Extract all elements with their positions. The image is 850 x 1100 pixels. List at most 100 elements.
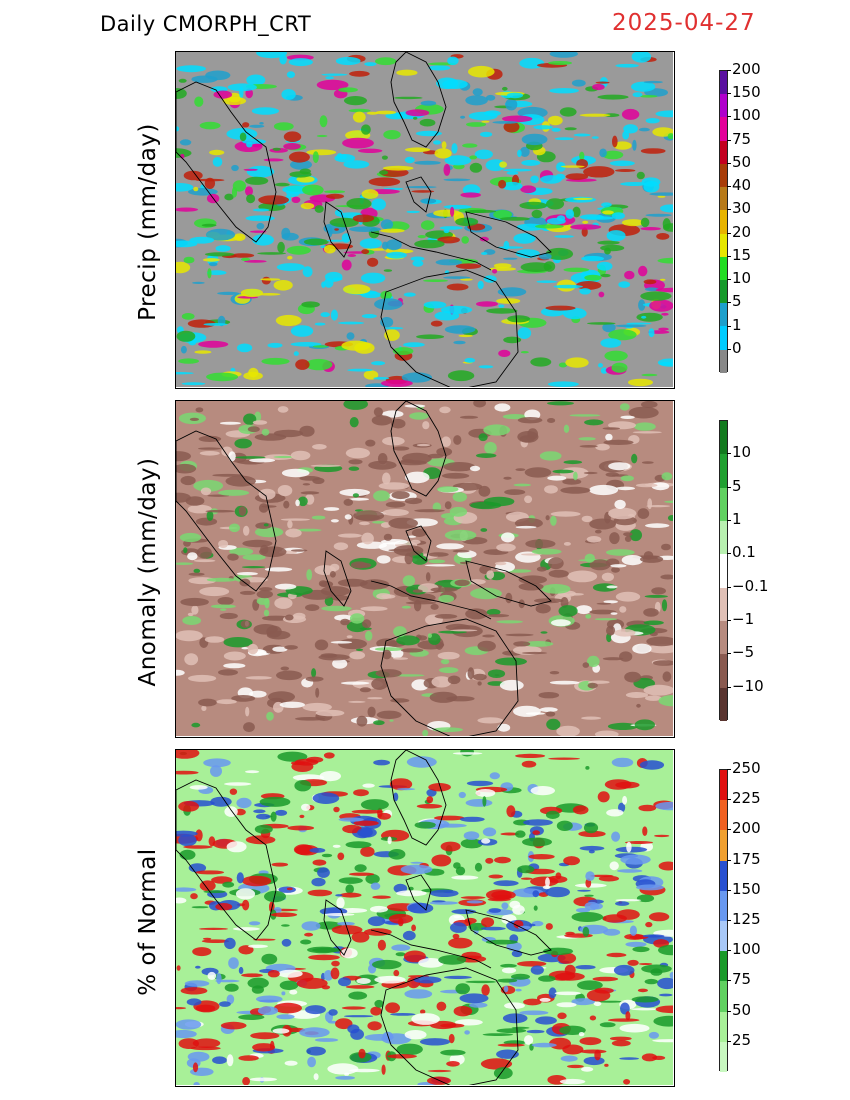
field-blob <box>374 999 384 1008</box>
field-blob <box>606 952 627 958</box>
field-blob <box>476 301 498 307</box>
field-blob <box>381 594 396 599</box>
field-blob <box>230 253 255 258</box>
field-blob <box>641 964 672 974</box>
field-blob <box>599 1022 616 1028</box>
field-blob <box>176 1029 197 1039</box>
coastline <box>323 201 352 258</box>
field-blob <box>239 590 256 595</box>
field-blob <box>277 485 293 497</box>
field-blob <box>212 157 223 167</box>
field-blob <box>545 711 556 717</box>
field-blob <box>285 528 302 538</box>
field-blob <box>660 204 673 213</box>
coastline <box>465 909 552 956</box>
coastline <box>323 550 352 607</box>
field-blob <box>499 217 530 221</box>
field-blob <box>377 807 383 818</box>
field-blob <box>367 916 386 927</box>
colorbar-tick-label: 200 <box>732 60 761 78</box>
field-blob <box>259 796 291 807</box>
field-blob <box>624 671 641 683</box>
field-blob <box>646 505 671 508</box>
coastline <box>176 430 277 592</box>
field-blob <box>187 319 216 328</box>
field-blob <box>563 460 583 465</box>
field-blob <box>245 186 253 197</box>
field-blob <box>458 334 473 338</box>
field-blob <box>631 453 638 464</box>
field-blob <box>640 555 664 563</box>
field-blob <box>321 605 352 612</box>
field-blob <box>236 797 252 809</box>
field-blob <box>176 562 193 565</box>
field-blob <box>515 525 537 529</box>
field-blob <box>203 758 231 768</box>
field-blob <box>439 406 451 414</box>
field-blob <box>602 322 616 333</box>
field-blob <box>586 536 602 543</box>
field-blob <box>305 1005 326 1015</box>
field-blob <box>238 945 254 955</box>
field-blob <box>381 155 388 160</box>
field-blob <box>376 710 402 719</box>
field-blob <box>462 143 478 148</box>
field-blob <box>350 561 368 569</box>
field-blob <box>481 838 491 844</box>
field-blob <box>579 445 598 448</box>
field-blob <box>521 760 537 768</box>
field-blob <box>296 977 328 989</box>
field-blob <box>579 113 611 117</box>
field-blob <box>545 810 560 819</box>
field-blob <box>321 853 333 858</box>
field-blob <box>498 179 507 189</box>
field-blob <box>341 340 371 351</box>
field-blob <box>241 647 249 650</box>
field-blob <box>520 185 537 194</box>
field-blob <box>498 349 511 357</box>
field-blob <box>638 804 657 812</box>
colorbar-tick <box>727 162 731 164</box>
field-blob <box>436 543 464 550</box>
colorbar-tick-label: −1 <box>732 610 755 628</box>
field-blob <box>371 678 388 690</box>
field-blob <box>335 1018 353 1030</box>
field-blob <box>256 995 283 1003</box>
field-blob <box>405 109 430 117</box>
field-blob <box>393 792 399 802</box>
field-blob <box>357 827 377 838</box>
field-blob <box>232 927 260 931</box>
field-blob <box>608 421 636 430</box>
field-blob <box>195 178 225 182</box>
field-blob <box>482 827 497 837</box>
field-blob <box>359 521 370 526</box>
field-blob <box>223 663 246 669</box>
field-blob <box>243 168 258 171</box>
field-blob <box>460 838 483 849</box>
field-blob <box>335 56 361 66</box>
field-blob <box>287 255 293 260</box>
field-blob <box>609 532 620 545</box>
field-blob <box>592 583 617 592</box>
field-blob <box>613 964 635 976</box>
field-blob <box>473 673 487 681</box>
colorbar-tick-label: 75 <box>732 970 752 989</box>
colorbar-band <box>720 1041 727 1072</box>
field-blob <box>435 823 467 828</box>
field-blob <box>464 357 476 363</box>
field-blob <box>628 378 653 387</box>
field-blob <box>213 90 233 99</box>
field-blob <box>349 651 366 660</box>
field-blob <box>503 985 509 993</box>
field-blob <box>470 587 502 600</box>
field-blob <box>619 1057 639 1060</box>
field-blob <box>176 887 197 892</box>
field-blob <box>538 253 552 260</box>
field-blob <box>231 164 239 172</box>
field-blob <box>414 160 441 165</box>
coastline <box>390 401 447 497</box>
colorbar-tick-label: 1 <box>732 315 742 334</box>
field-blob <box>587 322 616 325</box>
field-blob <box>515 468 526 471</box>
field-blob <box>524 1035 534 1045</box>
